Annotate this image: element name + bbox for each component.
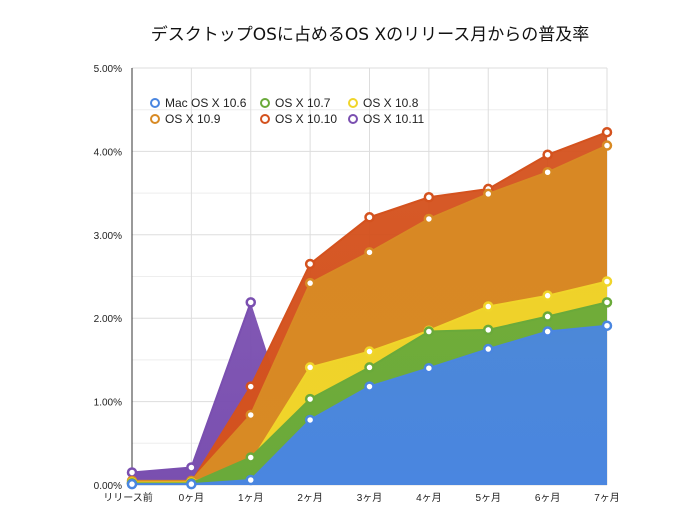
data-point (364, 346, 375, 357)
y-tick-label: 3.00% (94, 231, 122, 242)
data-point (542, 167, 553, 178)
legend-label: OS X 10.10 (275, 112, 337, 126)
legend-label: OS X 10.9 (165, 112, 221, 126)
x-tick-label: 1ヶ月 (238, 492, 264, 504)
data-point (423, 192, 435, 203)
data-point (186, 462, 197, 473)
x-tick-label: 2ヶ月 (297, 492, 323, 504)
y-tick-label: 2.00% (94, 314, 122, 325)
data-point (542, 290, 553, 301)
x-tick-label: 3ヶ月 (357, 492, 383, 504)
legend-label: Mac OS X 10.6 (165, 96, 247, 110)
data-point (364, 362, 375, 373)
data-point (186, 478, 197, 490)
data-point (245, 409, 256, 421)
data-point (364, 247, 375, 258)
legend-marker (260, 114, 270, 124)
y-tick-label: 0.00% (94, 481, 122, 492)
y-tick-label: 4.00% (94, 147, 122, 158)
data-point (245, 381, 256, 392)
x-tick-label: 6ヶ月 (535, 492, 561, 504)
legend-marker (348, 98, 358, 108)
data-point (601, 297, 613, 308)
data-point (601, 126, 613, 138)
x-tick-label: リリース前 (103, 491, 153, 504)
legend-marker (260, 98, 270, 108)
data-point (304, 393, 316, 405)
data-point (245, 297, 256, 308)
data-point (304, 277, 316, 289)
data-point (601, 276, 613, 287)
data-point (304, 362, 316, 373)
legend-marker (348, 114, 358, 124)
legend-marker (150, 98, 160, 108)
area-mac-os-x-10-6 (132, 325, 607, 485)
legend-label: OS X 10.11 (363, 112, 424, 126)
data-point (542, 326, 553, 337)
data-point (601, 140, 613, 151)
chart-title: デスクトップOSに占めるOS Xのリリース月からの普及率 (150, 25, 590, 45)
y-tick-label: 5.00% (94, 64, 122, 75)
x-tick-label: 7ヶ月 (594, 492, 620, 504)
y-tick-label: 1.00% (94, 398, 122, 409)
legend-marker (150, 114, 160, 124)
x-tick-label: 4ヶ月 (416, 492, 442, 504)
data-point (304, 258, 316, 270)
data-point (483, 188, 494, 200)
x-tick-label: 5ヶ月 (475, 492, 501, 504)
data-point (601, 320, 613, 331)
data-point (364, 212, 375, 223)
data-point (126, 478, 138, 490)
data-point (542, 149, 553, 160)
legend-label: OS X 10.7 (275, 96, 331, 110)
data-point (483, 324, 494, 336)
data-point (423, 362, 435, 374)
x-tick-label: 0ヶ月 (179, 492, 205, 504)
data-point (304, 414, 316, 426)
data-point (423, 213, 435, 225)
data-point (364, 381, 375, 392)
legend-label: OS X 10.8 (363, 96, 419, 110)
data-point (245, 452, 256, 463)
data-point (483, 301, 494, 312)
data-point (483, 343, 494, 355)
data-point (245, 474, 256, 486)
data-point (542, 311, 553, 322)
data-point (126, 467, 138, 478)
data-point (423, 326, 435, 337)
